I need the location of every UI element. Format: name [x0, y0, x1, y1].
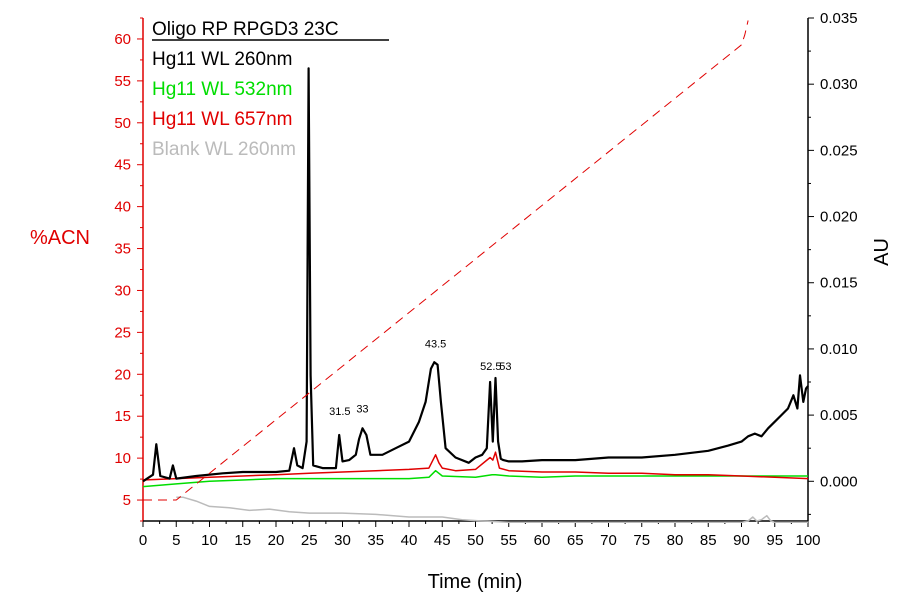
- series-lines: [142, 20, 809, 524]
- right-axis-title: AU: [871, 238, 893, 266]
- x-tick-label: 15: [234, 532, 251, 549]
- peak-label: 52.5: [480, 361, 501, 373]
- series-line-blank-wl-260nm: [176, 496, 808, 524]
- right-tick-label: 0.010: [820, 341, 858, 358]
- x-tick-label: 60: [534, 532, 551, 549]
- left-tick-label: 10: [114, 450, 131, 467]
- right-tick-label: 0.035: [820, 10, 858, 27]
- x-tick-label: 55: [500, 532, 517, 549]
- x-tick-label: 35: [367, 532, 384, 549]
- x-tick-label: 75: [633, 532, 650, 549]
- x-tick-label: 85: [700, 532, 717, 549]
- peak-label: 53: [499, 361, 511, 373]
- right-tick-label: 0.020: [820, 209, 858, 226]
- x-tick-label: 70: [600, 532, 617, 549]
- x-axis-title: Time (min): [428, 571, 523, 593]
- legend-title: Oligo RP RPGD3 23C: [152, 19, 339, 40]
- peak-labels: 31.5 33 43.5 52.553: [329, 339, 511, 419]
- left-tick-label: 30: [114, 282, 131, 299]
- x-tick-label: 20: [268, 532, 285, 549]
- x-tick-label: 50: [467, 532, 484, 549]
- left-tick-label: 25: [114, 324, 131, 341]
- left-tick-label: 55: [114, 73, 131, 90]
- legend-entry: Blank WL 260nm: [152, 139, 296, 160]
- left-tick-label: 60: [114, 31, 131, 48]
- left-tick-label: 35: [114, 241, 131, 258]
- left-tick-label: 20: [114, 366, 131, 383]
- series-line-hg11-wl-260nm: [142, 67, 809, 483]
- x-tick-label: 100: [795, 532, 820, 549]
- left-tick-label: 45: [114, 157, 131, 174]
- x-tick-label: 25: [301, 532, 318, 549]
- series-line-hg11-wl-532nm: [142, 469, 808, 488]
- series-line-hg11-wl-657nm: [142, 451, 809, 481]
- x-tick-label: 95: [766, 532, 783, 549]
- peak-label: 33: [356, 403, 368, 415]
- right-tick-label: 0.000: [820, 473, 858, 490]
- left-tick-label: 15: [114, 408, 131, 425]
- left-axis-title: %ACN: [30, 227, 90, 249]
- x-tick-label: 0: [139, 532, 147, 549]
- left-tick-label: 50: [114, 115, 131, 132]
- legend-entry: Hg11 WL 532nm: [152, 79, 292, 100]
- x-tick-label: 65: [567, 532, 584, 549]
- x-tick-label: 30: [334, 532, 351, 549]
- peak-label: 43.5: [425, 339, 446, 351]
- legend: Oligo RP RPGD3 23C Hg11 WL 260nm Hg11 WL …: [152, 19, 389, 160]
- peak-label: 31.5: [329, 406, 350, 418]
- x-tick-label: 40: [401, 532, 418, 549]
- x-tick-label: 10: [201, 532, 218, 549]
- right-tick-label: 0.005: [820, 407, 858, 424]
- legend-entry: Hg11 WL 657nm: [152, 109, 292, 130]
- x-tick-label: 80: [667, 532, 684, 549]
- x-tick-label: 45: [434, 532, 451, 549]
- right-tick-label: 0.030: [820, 76, 858, 93]
- right-tick-label: 0.015: [820, 275, 858, 292]
- left-tick-label: 5: [123, 492, 131, 509]
- axes: 0 5 10 15 20 25 30 35 40 45 50 55 60 65 70 75 80 85 90 95 10…: [114, 10, 857, 549]
- legend-entry: Hg11 WL 260nm: [152, 49, 292, 70]
- x-tick-label: 90: [733, 532, 750, 549]
- right-tick-label: 0.025: [820, 142, 858, 159]
- series-line-acn-gradient: [143, 20, 749, 501]
- x-tick-label: 5: [172, 532, 180, 549]
- left-tick-label: 40: [114, 199, 131, 216]
